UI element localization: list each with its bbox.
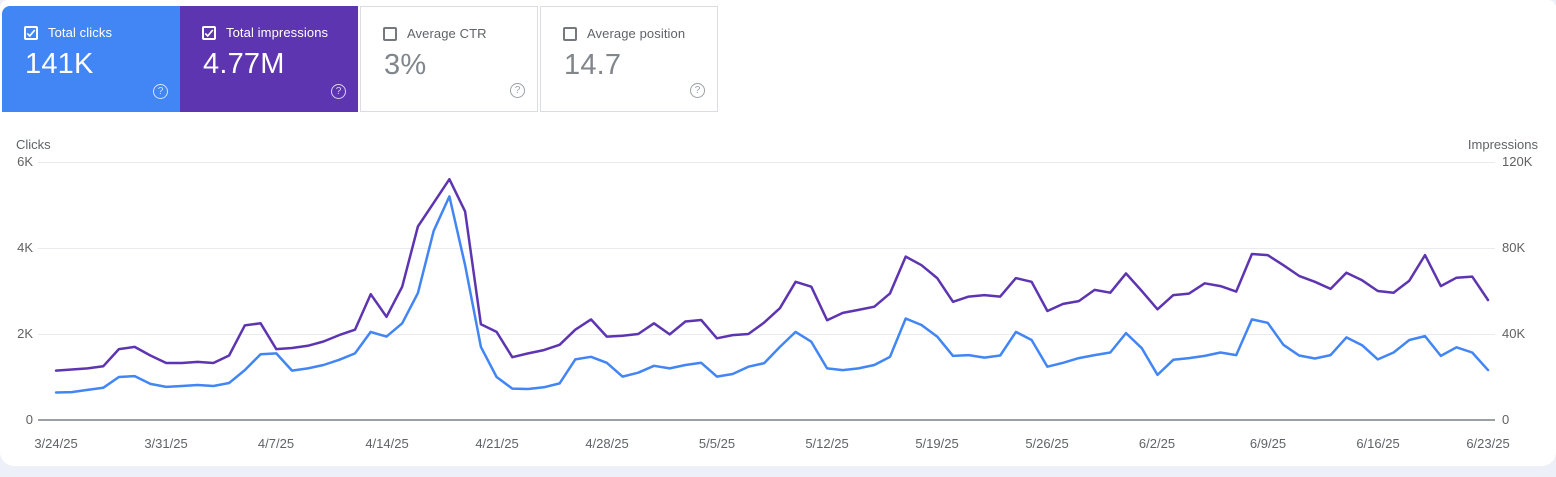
help-icon[interactable]: ? bbox=[690, 83, 705, 98]
card-value: 14.7 bbox=[564, 49, 622, 81]
help-icon[interactable]: ? bbox=[510, 83, 525, 98]
metric-cards: Total clicks 141K ? Total impressions 4.… bbox=[2, 6, 718, 112]
average-ctr-checkbox[interactable] bbox=[383, 26, 397, 41]
right-tick: 120K bbox=[1502, 154, 1533, 169]
left-tick: 2K bbox=[17, 326, 33, 341]
right-tick: 40K bbox=[1502, 326, 1526, 341]
card-average-position[interactable]: Average position 14.7 ? bbox=[540, 6, 718, 112]
x-axis-line bbox=[38, 419, 1495, 421]
average-position-checkbox[interactable] bbox=[563, 26, 577, 41]
chart-plot-area[interactable] bbox=[38, 160, 1495, 420]
right-tick: 0 bbox=[1502, 412, 1510, 427]
left-tick: 0 bbox=[25, 412, 33, 427]
x-label: 4/21/25 bbox=[475, 436, 519, 451]
x-label: 5/19/25 bbox=[915, 436, 959, 451]
card-label: Total clicks bbox=[48, 25, 113, 40]
card-label: Average CTR bbox=[407, 26, 487, 41]
check-icon bbox=[204, 29, 214, 37]
total-clicks-checkbox[interactable] bbox=[24, 25, 38, 40]
x-label: 4/14/25 bbox=[365, 436, 409, 451]
x-label: 6/16/25 bbox=[1356, 436, 1400, 451]
x-label: 4/7/25 bbox=[257, 436, 295, 451]
performance-panel: Total clicks 141K ? Total impressions 4.… bbox=[0, 0, 1556, 466]
x-label: 6/9/25 bbox=[1249, 436, 1287, 451]
left-tick: 4K bbox=[17, 240, 33, 255]
x-label: 5/12/25 bbox=[805, 436, 849, 451]
x-label: 5/26/25 bbox=[1025, 436, 1069, 451]
check-icon bbox=[26, 29, 36, 37]
x-label: 6/23/25 bbox=[1466, 436, 1510, 451]
card-total-clicks[interactable]: Total clicks 141K ? bbox=[2, 6, 180, 112]
total-impressions-checkbox[interactable] bbox=[202, 25, 216, 40]
x-label: 4/28/25 bbox=[585, 436, 629, 451]
left-tick: 6K bbox=[17, 154, 33, 169]
card-average-ctr[interactable]: Average CTR 3% ? bbox=[360, 6, 538, 112]
help-icon[interactable]: ? bbox=[331, 84, 346, 99]
gridline bbox=[38, 162, 1495, 163]
card-total-impressions[interactable]: Total impressions 4.77M ? bbox=[180, 6, 358, 112]
x-label: 3/24/25 bbox=[34, 436, 78, 451]
right-axis-title: Impressions bbox=[1467, 137, 1538, 152]
help-icon[interactable]: ? bbox=[153, 84, 168, 99]
card-value: 3% bbox=[384, 49, 427, 81]
x-label: 3/31/25 bbox=[144, 436, 188, 451]
left-axis-title: Clicks bbox=[16, 137, 51, 152]
card-value: 141K bbox=[25, 48, 94, 80]
right-tick: 80K bbox=[1502, 240, 1526, 255]
card-value: 4.77M bbox=[203, 48, 285, 80]
x-label: 5/5/25 bbox=[698, 436, 736, 451]
card-label: Total impressions bbox=[226, 25, 329, 40]
x-label: 6/2/25 bbox=[1138, 436, 1176, 451]
card-label: Average position bbox=[587, 26, 686, 41]
